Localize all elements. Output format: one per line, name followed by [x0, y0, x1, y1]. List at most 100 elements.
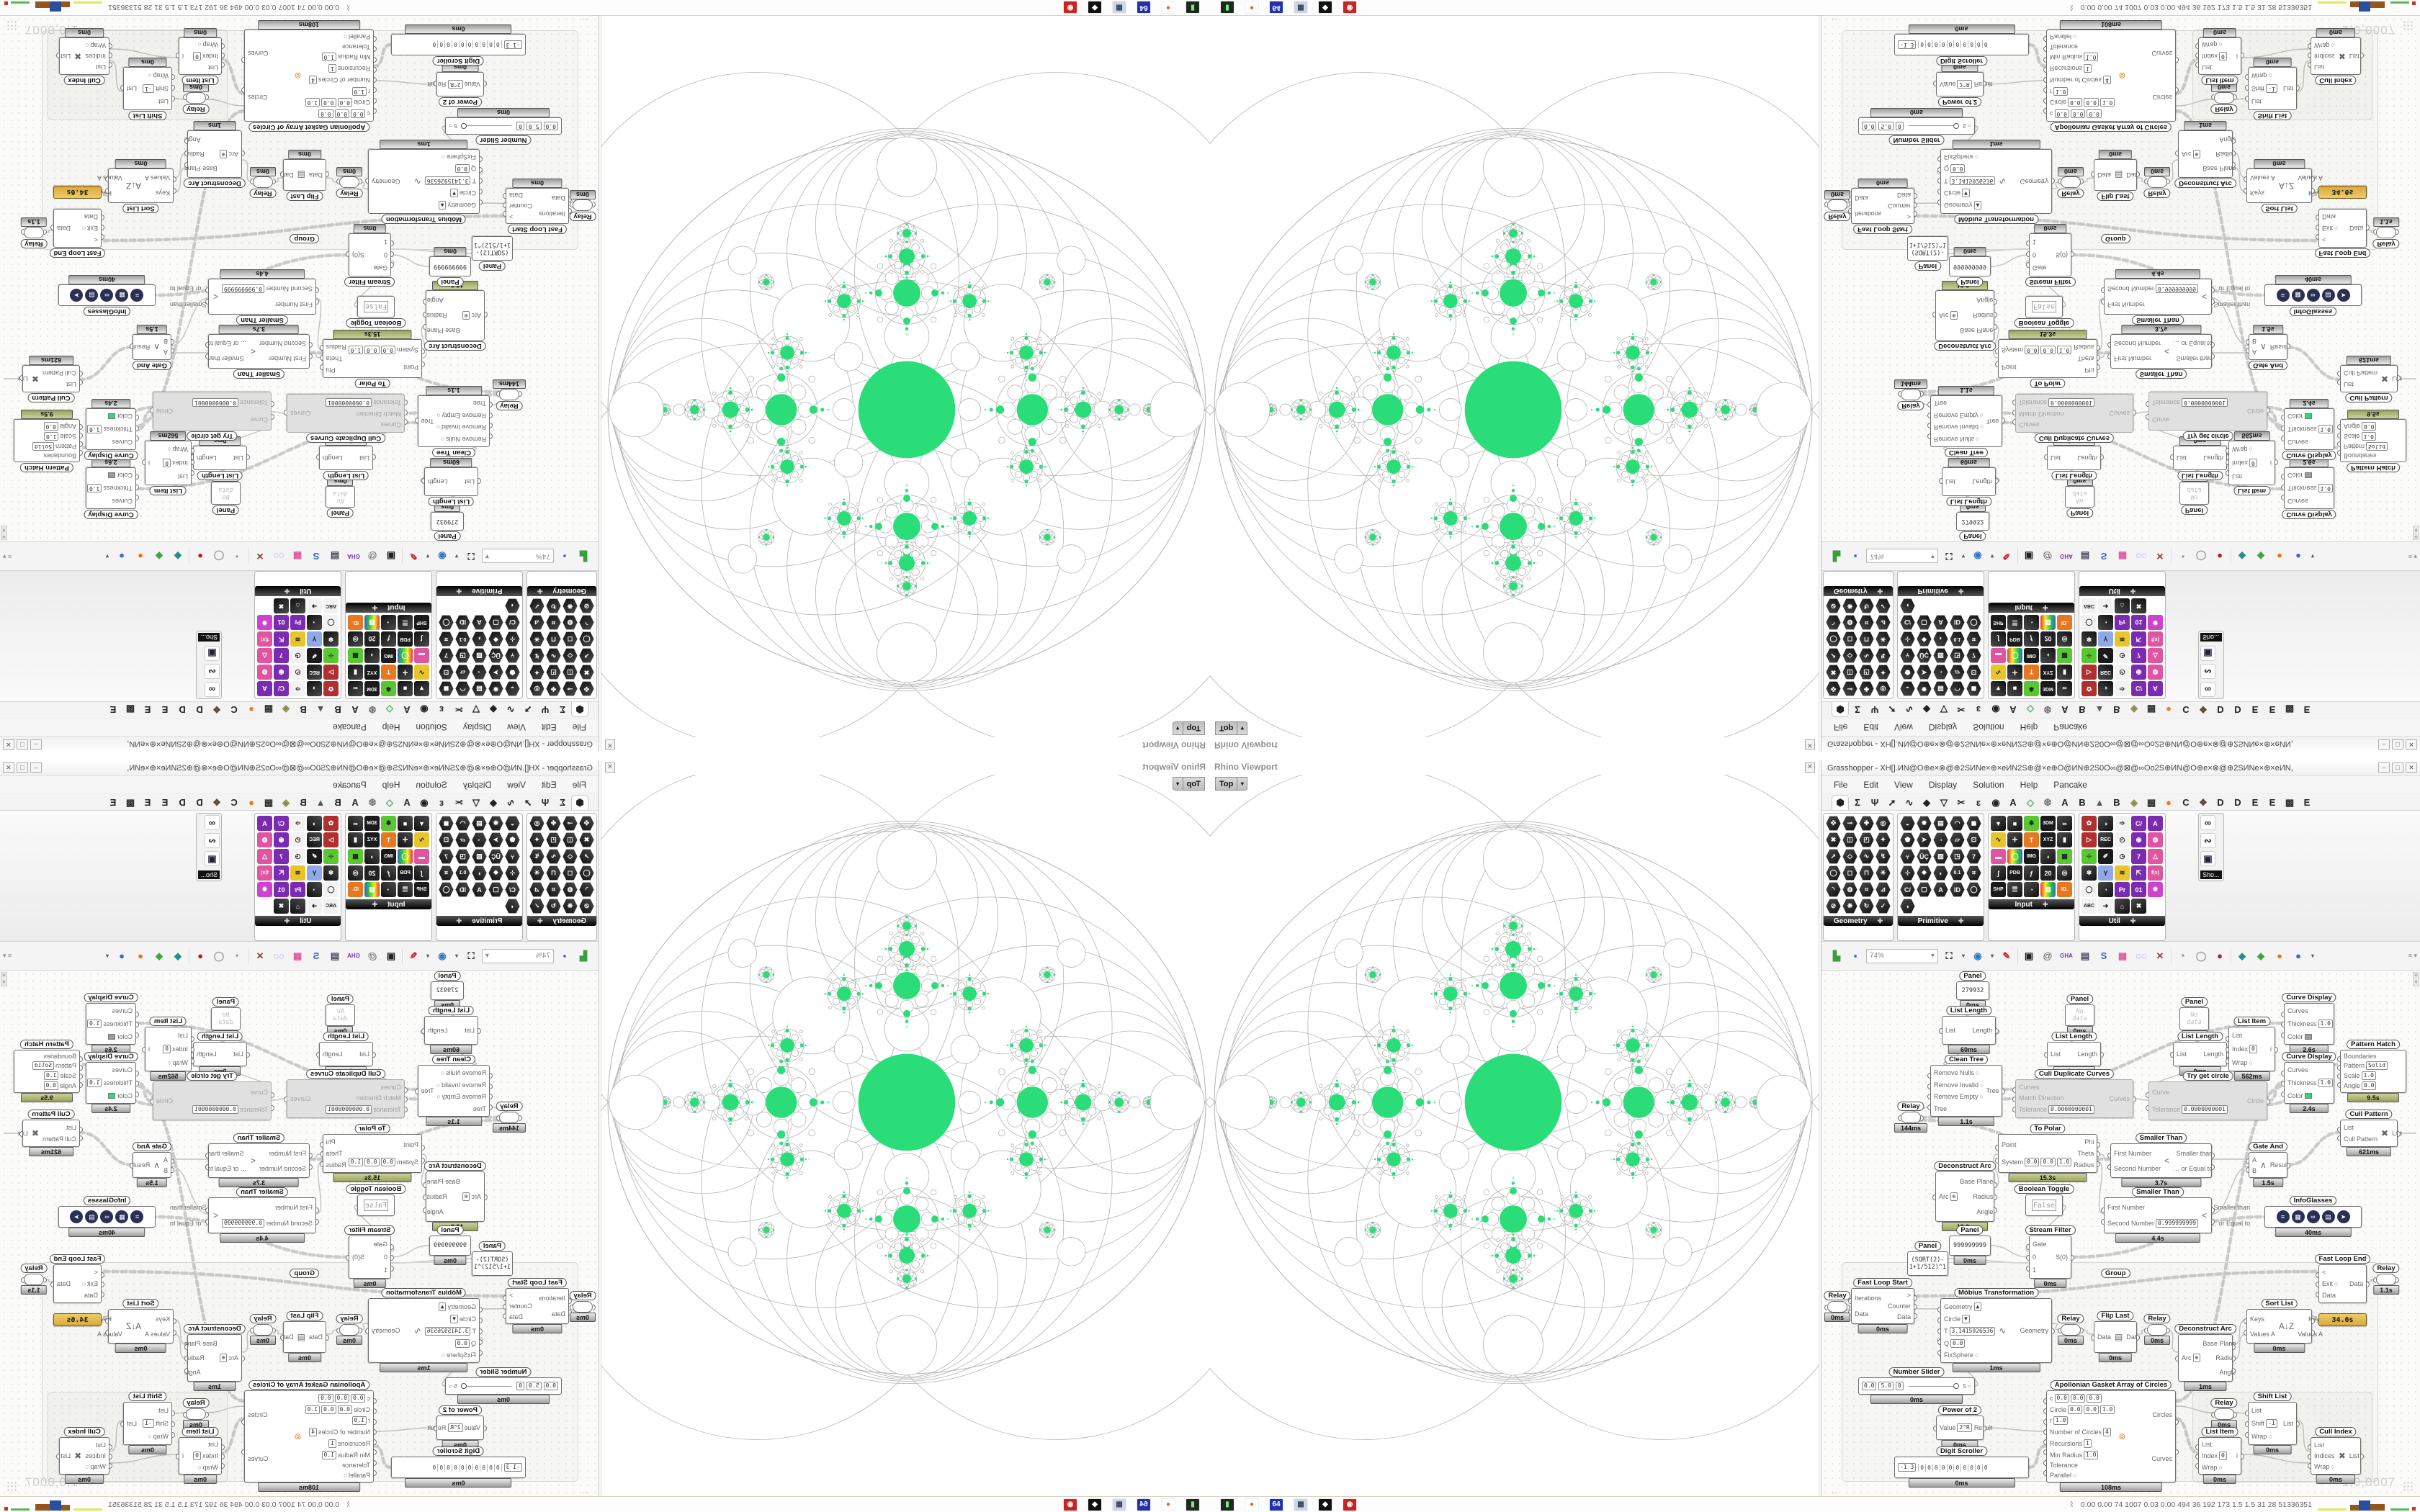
- palette-icon[interactable]: ✱: [381, 816, 396, 831]
- socket[interactable]: [2287, 343, 2290, 349]
- node-input[interactable]: Gate: [373, 1241, 387, 1248]
- tab-E24[interactable]: E: [161, 797, 169, 808]
- node-output[interactable]: Radius: [2074, 343, 2094, 351]
- node-input[interactable]: Geometry ▲: [1944, 201, 1982, 210]
- node-input[interactable]: Scale 1.0: [44, 1071, 76, 1080]
- canvas-zoom-box[interactable]: 74% ▾: [1866, 549, 1938, 564]
- node-input[interactable]: Index 0: [163, 1045, 188, 1053]
- node-input[interactable]: Tolerance 0.0000000001: [2019, 1105, 2094, 1115]
- node-boolean-toggle[interactable]: Boolean Toggle False: [2014, 296, 2074, 328]
- palette-icon[interactable]: ⊸: [563, 816, 578, 831]
- palette-icon[interactable]: ✓: [1876, 598, 1891, 613]
- node-input[interactable]: Point: [2002, 364, 2017, 372]
- socket[interactable]: [1937, 189, 1940, 194]
- node-input[interactable]: Data: [2322, 1292, 2336, 1299]
- palette-icon[interactable]: SHP: [414, 882, 429, 897]
- node-cull-index[interactable]: Cull Index 0ms List Indices Wrap ○ ✖ List: [56, 28, 112, 85]
- palette-icon[interactable]: ✹: [257, 615, 272, 630]
- palette-icon[interactable]: IMG: [2024, 648, 2039, 663]
- node-input[interactable]: Curves: [2287, 438, 2308, 446]
- node-output[interactable]: Length: [428, 478, 448, 485]
- collapsed-panel[interactable]: ...: [1832, 1488, 1838, 1495]
- palette-icon[interactable]: ▨: [1933, 648, 1948, 663]
- node-output[interactable]: List: [127, 1420, 138, 1427]
- node-output[interactable]: Circle: [156, 408, 174, 415]
- palette-icon[interactable]: ID: [1950, 615, 1965, 630]
- socket[interactable]: [1927, 412, 1930, 418]
- palette-icon[interactable]: ∿: [1859, 849, 1874, 864]
- tab-E24[interactable]: E: [161, 704, 169, 715]
- palette-icon[interactable]: ✱: [381, 681, 396, 696]
- palette-icon[interactable]: ▦: [2057, 648, 2072, 663]
- node-input[interactable]: Point: [2002, 1140, 2017, 1148]
- socket[interactable]: [2233, 1344, 2236, 1350]
- menu-view[interactable]: View: [1894, 779, 1913, 790]
- socket[interactable]: [2281, 1022, 2284, 1027]
- node-output[interactable]: Length: [197, 1050, 217, 1058]
- node-input[interactable]: Min Radius 1.0: [321, 1450, 370, 1459]
- socket[interactable]: [519, 391, 522, 397]
- node-output[interactable]: Tree: [421, 418, 434, 425]
- palette-icon[interactable]: 3DM: [364, 816, 380, 831]
- socket[interactable]: [2146, 414, 2148, 420]
- palette-icon[interactable]: ÜÇ: [488, 849, 503, 864]
- caret-icon[interactable]: ▾: [455, 953, 459, 959]
- node-output[interactable]: List: [2349, 53, 2360, 60]
- node-panel-nodata-1[interactable]: Panel 0ms No data: [326, 477, 355, 518]
- canvas-nav-grid-icon[interactable]: [2403, 1481, 2413, 1491]
- wire-display-icon[interactable]: ✕: [256, 551, 264, 562]
- node-input[interactable]: Tolerance: [2050, 42, 2079, 50]
- palette-icon[interactable]: ◖: [2040, 648, 2056, 663]
- sho-icon[interactable]: ∾: [205, 833, 220, 848]
- palette-icon[interactable]: ✿: [323, 681, 339, 696]
- palette-icon[interactable]: ◯: [323, 615, 339, 630]
- socket[interactable]: [2211, 94, 2214, 100]
- node-apollonian[interactable]: Apollonian Gasket Array of Circles 108ms c…: [2043, 20, 2179, 132]
- node-output[interactable]: List: [60, 1452, 71, 1459]
- socket[interactable]: [2337, 1065, 2340, 1071]
- socket[interactable]: [2170, 454, 2173, 460]
- node-input[interactable]: 1: [383, 238, 387, 246]
- node-output[interactable]: Smaller than: [207, 1149, 244, 1157]
- node-input[interactable]: <: [2322, 236, 2326, 243]
- node-output[interactable]: i: [148, 1045, 150, 1053]
- palette-icon[interactable]: ➜: [307, 899, 322, 914]
- node-output[interactable]: Smaller than: [169, 301, 207, 308]
- palette-icon[interactable]: ∫: [414, 865, 429, 881]
- palette-icon[interactable]: ➩: [290, 681, 305, 696]
- node-stream-filter[interactable]: Stream Filter 0ms Gate 0 1 S(0): [344, 224, 395, 287]
- node-input[interactable]: Color: [2287, 413, 2312, 420]
- palette-icon[interactable]: ∿: [1991, 665, 2006, 680]
- socket[interactable]: [205, 287, 208, 293]
- node-output[interactable]: Smaller than: [2213, 301, 2251, 308]
- palette-icon[interactable]: ◒: [1900, 816, 1915, 831]
- socket[interactable]: [2246, 1167, 2249, 1173]
- node-flip-last[interactable]: Flip Last 0ms Data ▤ Data: [280, 150, 329, 201]
- socket[interactable]: [136, 1032, 139, 1038]
- canvas-scrollbar[interactable]: ≡ ▾: [1, 972, 7, 986]
- node-output[interactable]: Length: [2203, 1050, 2223, 1058]
- zoom-extents-icon[interactable]: ⛶: [1945, 950, 1953, 961]
- socket[interactable]: [2281, 1011, 2284, 1017]
- socket[interactable]: [1927, 423, 1930, 429]
- node-input[interactable]: Pattern Solid: [32, 1061, 76, 1070]
- node-input[interactable]: Thickness 1.0: [2287, 1019, 2333, 1028]
- socket[interactable]: [2226, 459, 2228, 465]
- node-input[interactable]: Number of Circles 4: [309, 1428, 370, 1437]
- palette-icon[interactable]: 7: [2131, 849, 2146, 864]
- palette-icon[interactable]: ◰: [1859, 832, 1874, 847]
- palette-icon[interactable]: ⊿: [529, 882, 544, 897]
- socket[interactable]: [183, 94, 186, 100]
- node-output[interactable]: Radius: [426, 312, 447, 320]
- socket[interactable]: [421, 1028, 424, 1034]
- node-input[interactable]: Indices: [85, 1452, 106, 1459]
- socket[interactable]: [1933, 1426, 1936, 1431]
- caret-icon[interactable]: ▾: [2311, 953, 2314, 959]
- socket[interactable]: [1824, 202, 1827, 207]
- palette-icon[interactable]: 20: [364, 865, 380, 881]
- node-input[interactable]: T 3.1415926536: [1944, 1326, 1996, 1336]
- node-output[interactable]: Result: [1974, 1424, 1993, 1431]
- node-input[interactable]: Second Number 0.999999999: [221, 1218, 313, 1228]
- node-input[interactable]: System 0.0 0.0 1.0: [2002, 1157, 2072, 1166]
- node-output[interactable]: i: [148, 459, 150, 467]
